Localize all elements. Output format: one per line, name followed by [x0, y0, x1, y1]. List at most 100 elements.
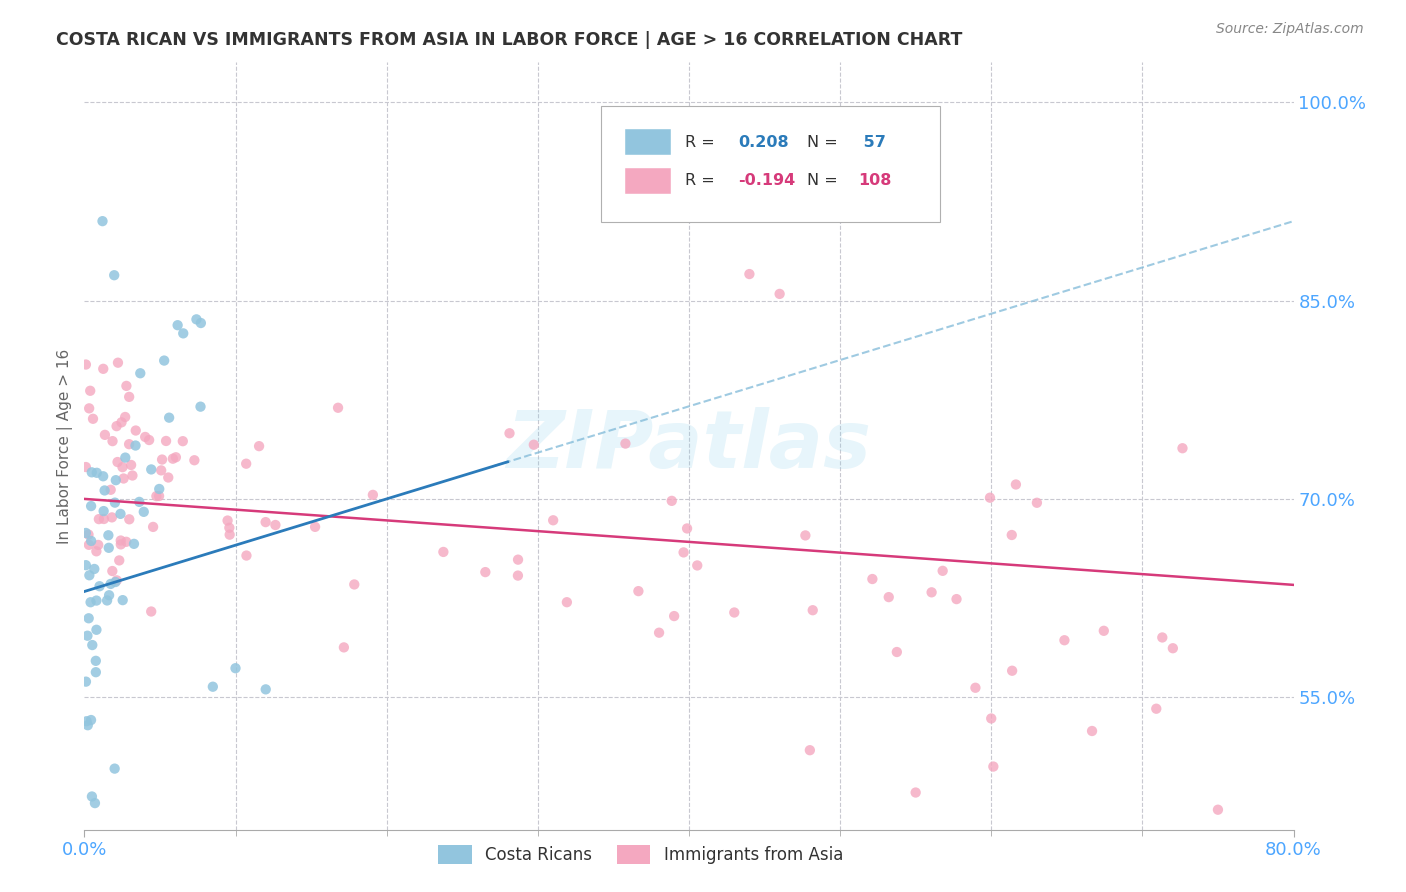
Point: [97, 541, 120, 555]
Point: [101, 510, 124, 524]
Point: [80, 789, 103, 804]
Point: [1144, 702, 1167, 716]
Point: [247, 439, 270, 453]
Point: [723, 606, 745, 620]
Text: R =: R =: [685, 173, 720, 188]
Point: [75, 460, 97, 475]
Point: [111, 460, 134, 475]
Point: [166, 318, 188, 333]
Point: [172, 326, 194, 341]
Point: [860, 572, 883, 586]
Text: -0.194: -0.194: [738, 173, 796, 188]
Point: [218, 521, 240, 535]
Point: [128, 495, 150, 509]
Point: [125, 424, 148, 438]
Point: [1152, 631, 1174, 645]
Point: [112, 471, 135, 485]
Text: 0.208: 0.208: [738, 135, 789, 150]
Point: [183, 453, 205, 467]
Point: [686, 558, 709, 573]
Point: [523, 438, 546, 452]
Point: [93, 483, 115, 498]
Point: [103, 268, 125, 283]
Point: [118, 512, 141, 526]
Point: [76, 629, 98, 643]
Text: COSTA RICAN VS IMMIGRANTS FROM ASIA IN LABOR FORCE | AGE > 16 CORRELATION CHART: COSTA RICAN VS IMMIGRANTS FROM ASIA IN L…: [56, 31, 963, 49]
Point: [142, 520, 165, 534]
Y-axis label: In Labor Force | Age > 16: In Labor Force | Age > 16: [58, 349, 73, 543]
Point: [75, 358, 97, 372]
Point: [75, 525, 97, 540]
Point: [555, 595, 578, 609]
Point: [979, 491, 1001, 505]
Point: [662, 609, 685, 624]
Point: [1161, 641, 1184, 656]
Point: [79, 568, 101, 582]
Point: [1092, 624, 1115, 638]
Point: [91, 214, 114, 228]
Text: Source: ZipAtlas.com: Source: ZipAtlas.com: [1216, 22, 1364, 37]
Point: [980, 711, 1002, 725]
Point: [218, 527, 240, 541]
Point: [945, 592, 967, 607]
Point: [105, 419, 128, 434]
Point: [100, 577, 122, 591]
Point: [676, 521, 699, 535]
Point: [84, 654, 107, 668]
Point: [118, 390, 141, 404]
Point: [474, 565, 496, 579]
Point: [108, 553, 131, 567]
Point: [1005, 477, 1028, 491]
Point: [1001, 528, 1024, 542]
Point: [1025, 496, 1047, 510]
Point: [124, 438, 146, 452]
FancyBboxPatch shape: [600, 106, 941, 222]
Point: [129, 366, 152, 380]
Point: [326, 401, 349, 415]
Text: R =: R =: [685, 135, 720, 150]
Point: [107, 455, 129, 469]
Legend: Costa Ricans, Immigrants from Asia: Costa Ricans, Immigrants from Asia: [432, 838, 849, 871]
Point: [122, 537, 145, 551]
Point: [86, 466, 108, 480]
Point: [97, 528, 120, 542]
Point: [153, 353, 176, 368]
FancyBboxPatch shape: [624, 168, 671, 194]
Point: [904, 785, 927, 799]
Point: [114, 409, 136, 424]
Point: [105, 574, 128, 588]
Point: [141, 462, 163, 476]
Point: [614, 436, 637, 450]
Point: [648, 625, 671, 640]
Point: [115, 534, 138, 549]
Point: [100, 483, 122, 497]
Point: [148, 482, 170, 496]
Point: [80, 499, 103, 513]
Point: [79, 384, 101, 398]
Point: [83, 562, 105, 576]
Point: [1053, 633, 1076, 648]
Point: [77, 527, 100, 541]
Point: [91, 469, 114, 483]
Point: [661, 494, 683, 508]
Point: [84, 796, 107, 810]
Point: [110, 415, 132, 429]
Point: [107, 356, 129, 370]
Point: [84, 665, 107, 680]
Point: [738, 267, 761, 281]
Point: [799, 743, 821, 757]
Point: [104, 574, 127, 589]
Point: [186, 312, 208, 326]
Point: [134, 430, 156, 444]
Point: [343, 577, 366, 591]
Point: [87, 538, 110, 552]
Point: [101, 564, 124, 578]
Point: [333, 640, 356, 655]
Point: [75, 674, 97, 689]
Text: 57: 57: [858, 135, 886, 150]
Point: [77, 611, 100, 625]
Point: [89, 579, 111, 593]
Point: [190, 400, 212, 414]
Text: 108: 108: [858, 173, 891, 188]
Point: [304, 520, 326, 534]
